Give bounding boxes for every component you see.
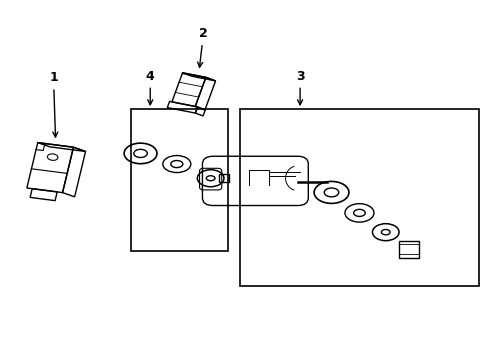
Text: 1: 1 [49,71,58,137]
Text: 2: 2 [197,27,207,67]
Bar [131,109,227,251]
Text: 3: 3 [295,69,304,105]
Bar [398,240,418,257]
Text: 4: 4 [145,69,154,105]
Bar [239,109,478,286]
